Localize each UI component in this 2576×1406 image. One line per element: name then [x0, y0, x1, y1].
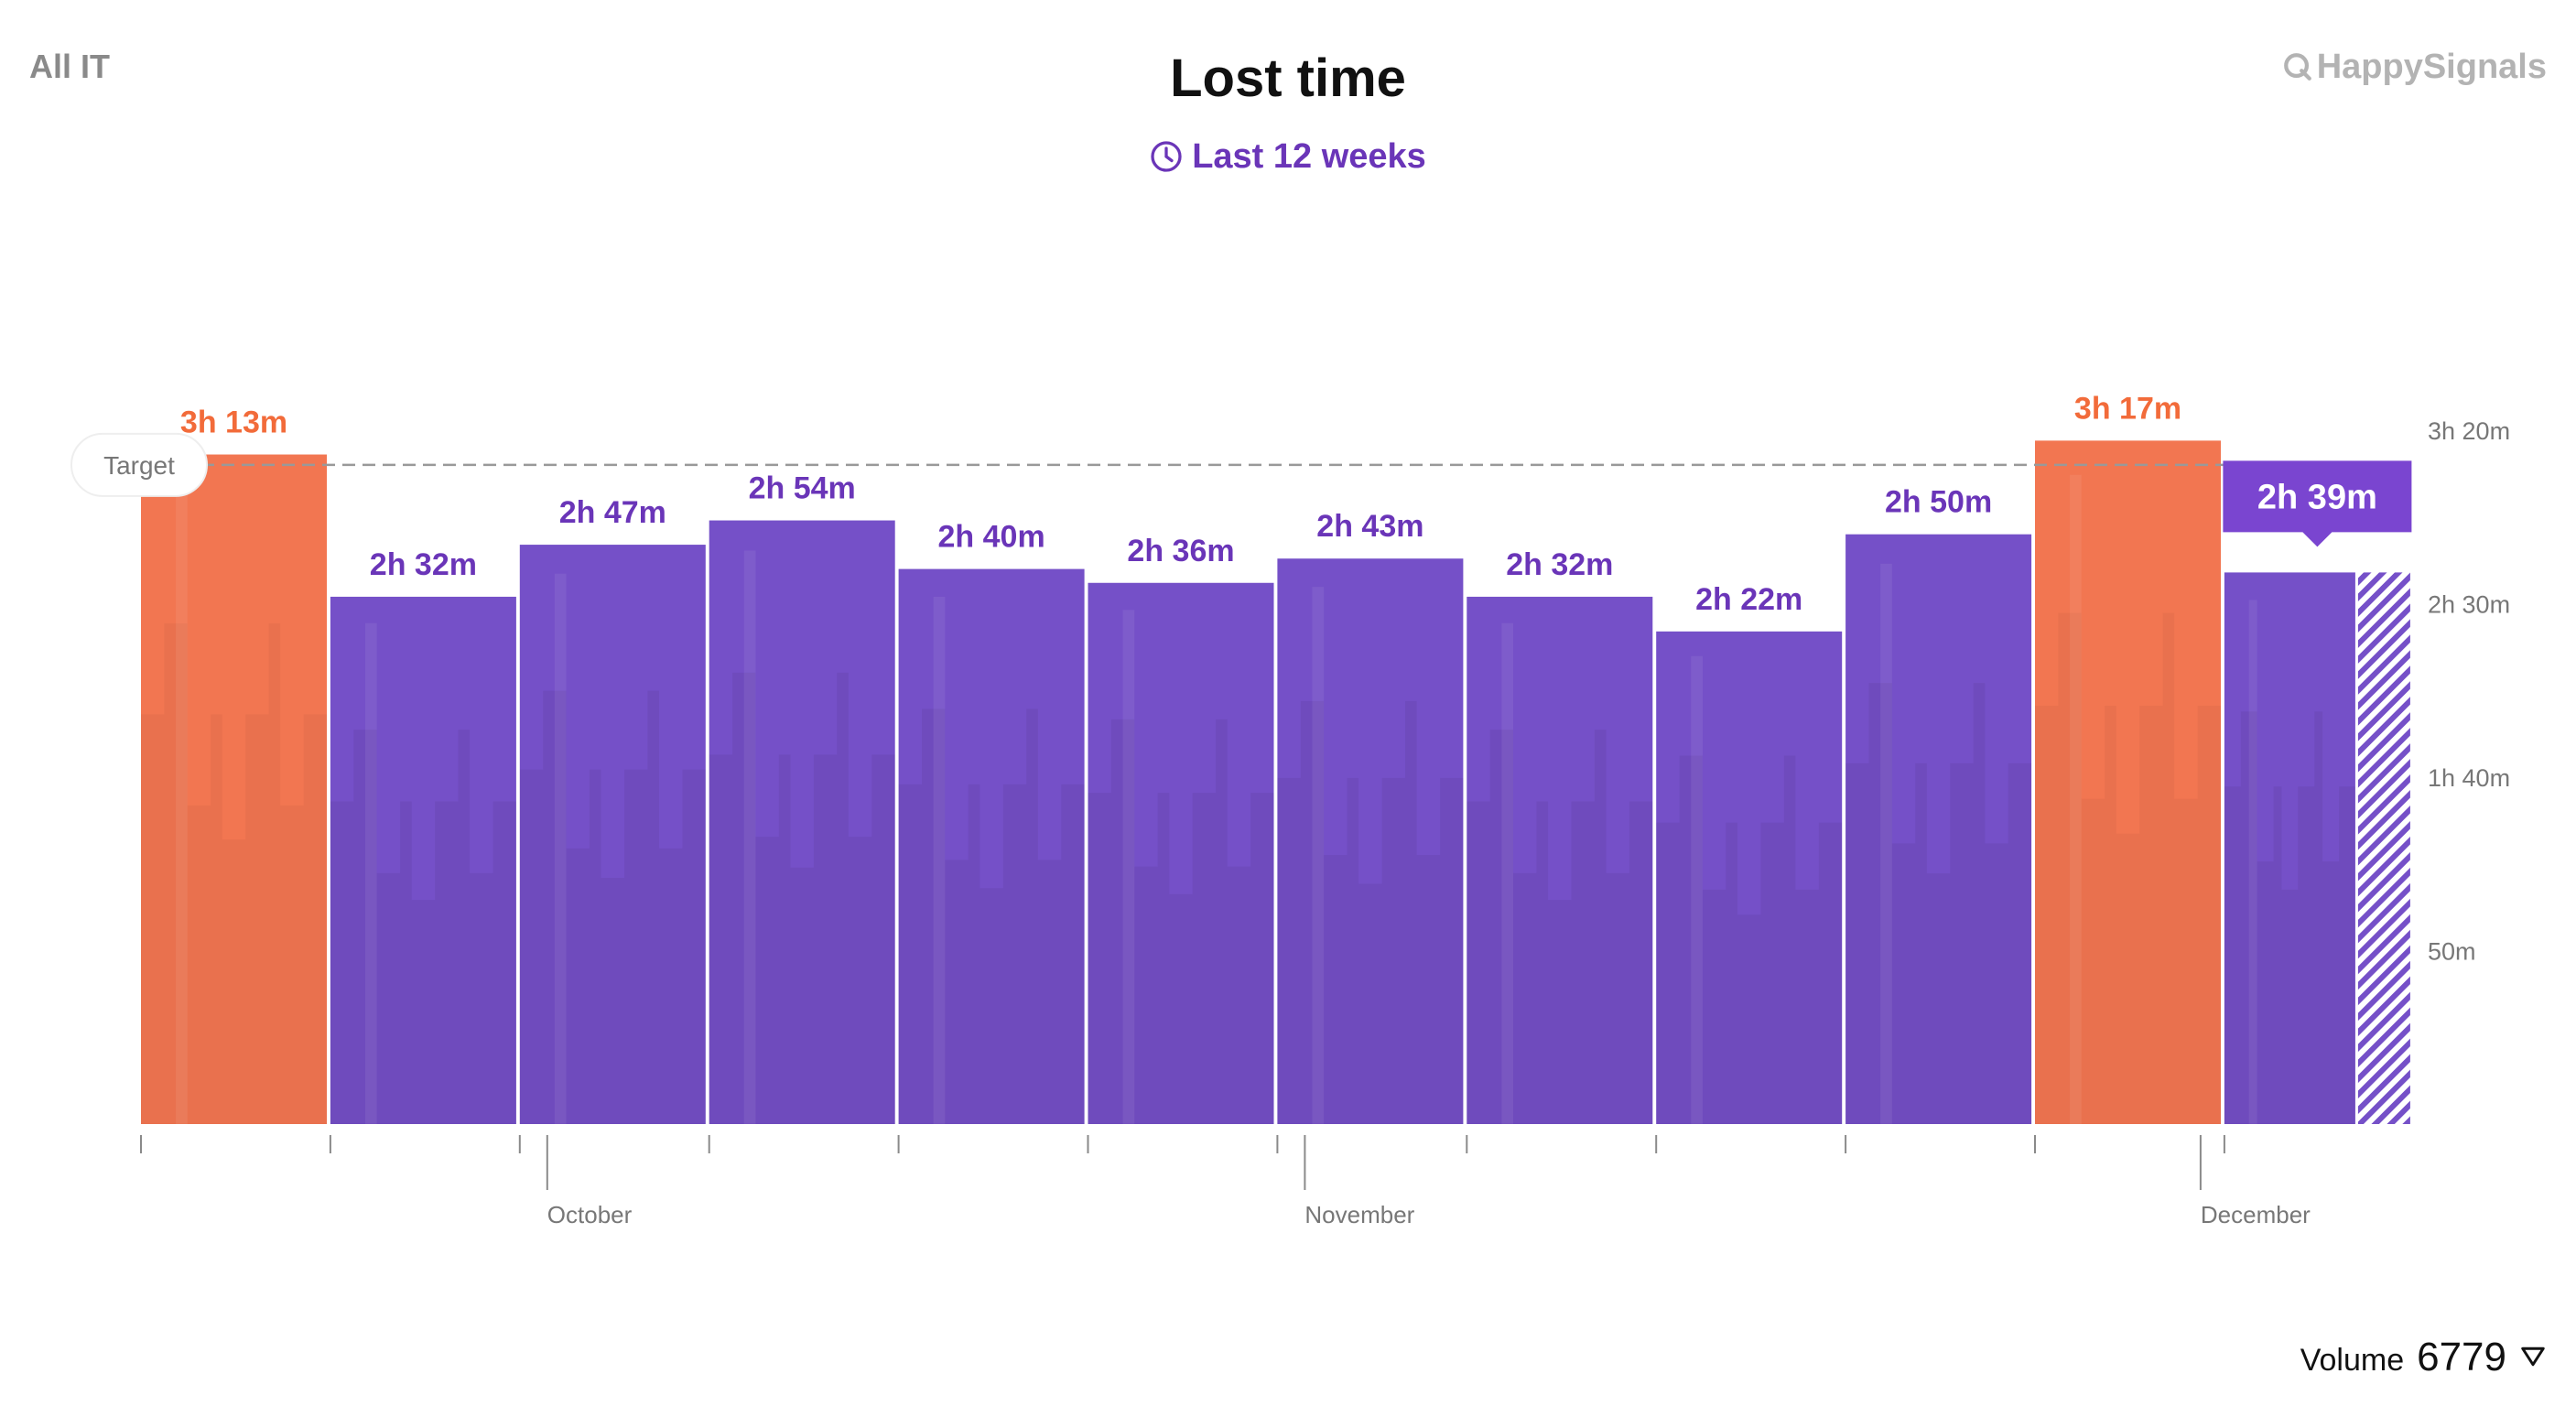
bar-highlight-6 [1312, 587, 1325, 1124]
volume-value: 6779 [2417, 1335, 2506, 1379]
bar-7[interactable] [1467, 596, 1653, 1124]
bar-10[interactable] [2035, 440, 2221, 1124]
bar-texture-1 [330, 730, 516, 1124]
happysignals-logo-icon [2283, 53, 2311, 81]
target-badge [70, 432, 208, 497]
month-label: November [1304, 1201, 1414, 1228]
bar-3[interactable] [709, 520, 895, 1124]
bar-texture-11 [2224, 711, 2355, 1124]
selected-bar-callout [2223, 460, 2412, 547]
bar-2[interactable] [519, 545, 706, 1124]
triangle-down-icon [2521, 1347, 2545, 1367]
bar-texture-8 [1656, 755, 1843, 1124]
bar-value-label: 2h 39m [2257, 478, 2377, 516]
bar-highlight-1 [364, 622, 377, 1124]
bar-5[interactable] [1088, 582, 1274, 1124]
month-label: December [2201, 1201, 2311, 1228]
bar-texture-6 [1277, 700, 1464, 1124]
bar-highlight-5 [1122, 610, 1135, 1124]
bar-value-label: 2h 54m [749, 471, 856, 506]
clock-icon [1151, 141, 1182, 172]
bar-value-label: 2h 32m [1506, 547, 1613, 582]
bar-value-label: 2h 22m [1695, 582, 1802, 617]
bar-texture-5 [1088, 719, 1274, 1124]
bar-highlight-11 [2248, 600, 2257, 1124]
bar-value-label: 2h 32m [370, 547, 477, 582]
bar-partial-hatch [2357, 572, 2410, 1124]
bar-4[interactable] [898, 568, 1085, 1124]
period-label: Last 12 weeks [1192, 137, 1426, 176]
y-tick-label: 50m [2428, 938, 2476, 966]
period-selector[interactable]: Last 12 weeks [0, 137, 2576, 177]
bar-texture-3 [709, 672, 895, 1124]
scope-label[interactable]: All IT [29, 48, 110, 85]
volume-label: Volume [2300, 1343, 2405, 1378]
bar-highlight-9 [1880, 563, 1892, 1124]
bar-value-label: 3h 13m [180, 406, 287, 440]
y-tick-label: 1h 40m [2428, 764, 2510, 792]
month-label: October [547, 1201, 633, 1228]
brand-logo: HappySignals [2282, 48, 2547, 87]
bar-value-label: 2h 36m [1127, 534, 1234, 568]
bar-highlight-7 [1501, 622, 1514, 1124]
bar-0[interactable] [141, 454, 327, 1124]
bar-value-label: 2h 43m [1316, 509, 1423, 544]
bar-texture-7 [1467, 730, 1653, 1124]
bar-texture-2 [519, 690, 706, 1124]
target-label: Target [103, 451, 175, 480]
bar-texture-4 [898, 708, 1085, 1124]
bar-value-label: 3h 17m [2074, 391, 2181, 426]
bar-6[interactable] [1277, 558, 1464, 1124]
bar-highlight-3 [743, 550, 756, 1124]
bar-9[interactable] [1845, 534, 2032, 1124]
bar-value-label: 2h 47m [559, 495, 666, 530]
bar-highlight-8 [1691, 655, 1703, 1124]
bar-11[interactable] [2224, 572, 2355, 1124]
chart-title: Lost time [1170, 49, 1406, 108]
bar-value-label: 2h 50m [1885, 485, 1992, 520]
bar-1[interactable] [330, 596, 516, 1124]
bar-highlight-0 [176, 488, 188, 1124]
bar-texture-9 [1845, 683, 2032, 1124]
bar-highlight-4 [933, 596, 946, 1124]
bar-value-label: 2h 40m [938, 520, 1045, 555]
y-tick-label: 2h 30m [2428, 591, 2510, 619]
volume-indicator[interactable]: Volume 6779 [2300, 1335, 2547, 1380]
bar-highlight-2 [554, 573, 567, 1124]
bar-8[interactable] [1656, 631, 1843, 1124]
bar-highlight-10 [2070, 474, 2082, 1124]
y-tick-label: 3h 20m [2428, 417, 2510, 445]
brand-name: HappySignals [2316, 48, 2547, 86]
